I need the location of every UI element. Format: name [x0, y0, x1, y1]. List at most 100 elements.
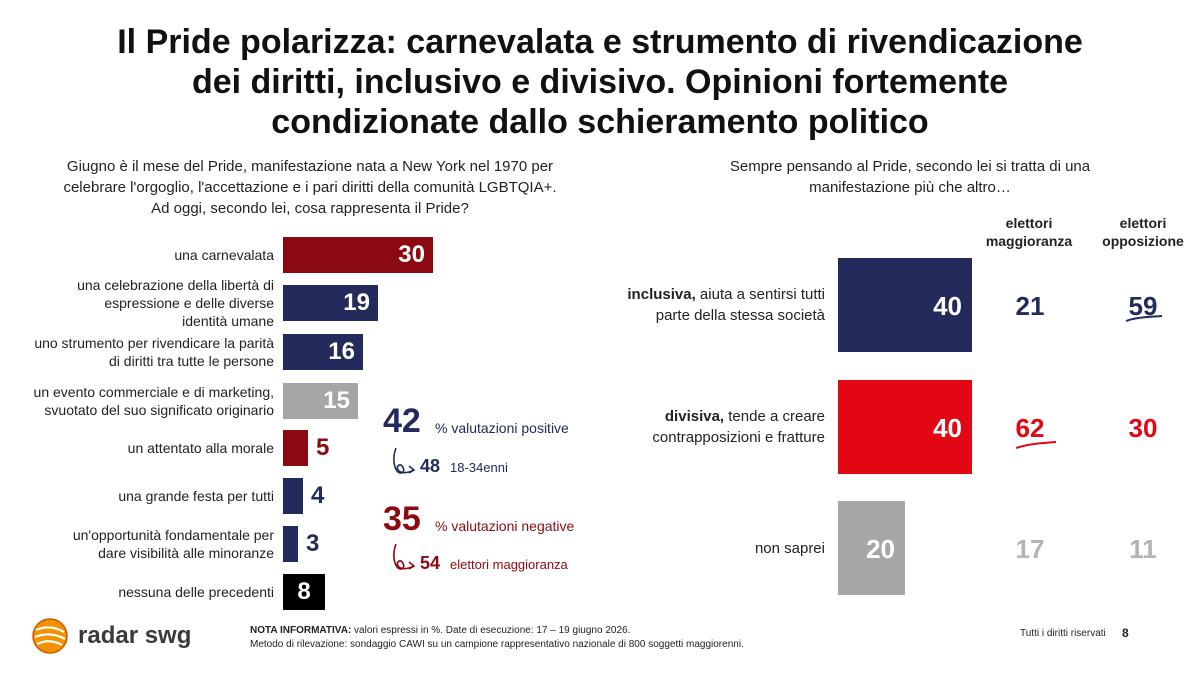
negative-sub-callout: 54 elettori maggioranza	[420, 553, 610, 575]
category-label-line: identità umane	[182, 313, 274, 329]
bar	[283, 430, 308, 466]
right-label-line: parte della stessa società	[655, 307, 825, 324]
bar-value-label: 15	[323, 387, 350, 414]
right-question: Sempre pensando al Pride, secondo lei si…	[680, 156, 1140, 198]
negative-sub-label: elettori maggioranza	[450, 557, 568, 572]
column-header-opposition: elettori opposizione	[1088, 214, 1198, 250]
right-bar: 40	[838, 380, 972, 474]
category-label: un evento commerciale e di marketing, svu…	[20, 383, 274, 419]
bar-value-label: 16	[328, 338, 355, 365]
question-line: Sempre pensando al Pride, secondo lei si…	[729, 158, 1091, 175]
radar-logo-icon	[32, 618, 68, 654]
negative-sub-value: 54	[420, 553, 441, 573]
bar-value-label: 19	[343, 289, 370, 316]
category-label: un attentato alla morale	[20, 439, 274, 457]
bar	[283, 526, 298, 562]
category-label-line: nessuna delle precedenti	[118, 584, 274, 600]
majority-value: 62	[1015, 413, 1045, 443]
title-line: Il Pride polarizza: carnevalata e strume…	[117, 23, 1083, 61]
bar	[283, 478, 303, 514]
page-title: Il Pride polarizza: carnevalata e strume…	[0, 22, 1200, 142]
positive-label: % valutazioni positive	[435, 420, 569, 436]
question-line: Giugno è il mese del Pride, manifestazio…	[66, 158, 554, 175]
negative-label: % valutazioni negative	[435, 518, 575, 534]
category-label-line: di diritti tra tutte le persone	[109, 353, 274, 369]
question-line: Ad oggi, secondo lei, cosa rappresenta i…	[151, 200, 469, 217]
bar	[283, 285, 378, 321]
left-question: Giugno è il mese del Pride, manifestazio…	[20, 156, 600, 219]
column-header-majority: elettori maggioranza	[974, 214, 1084, 250]
right-category-label: non saprei	[590, 538, 825, 559]
right-category-label: inclusiva, aiuta a sentirsi tutti parte d…	[590, 284, 825, 326]
category-label-line: un evento commerciale e di marketing,	[33, 384, 274, 400]
footer-note: NOTA INFORMATIVA: valori espressi in %. …	[250, 624, 744, 652]
question-line: celebrare l'orgoglio, l'accettazione e i…	[63, 179, 557, 196]
question-line: manifestazione più che altro…	[809, 179, 1011, 196]
bar	[283, 237, 433, 273]
category-label: una celebrazione della libertà di espress…	[20, 276, 274, 330]
category-label-line: una grande festa per tutti	[118, 488, 274, 504]
category-label-line: una celebrazione della libertà di	[77, 277, 274, 293]
title-line: dei diritti, inclusivo e divisivo. Opini…	[191, 63, 1009, 101]
header-line: opposizione	[1102, 233, 1184, 249]
opposition-value: 11	[1129, 534, 1157, 564]
right-label-bold: divisiva,	[664, 408, 725, 425]
logo-text: radar swg	[78, 622, 192, 649]
underline-mark	[1125, 315, 1163, 322]
arrow-icon	[393, 543, 416, 570]
right-bar-value: 20	[866, 534, 895, 564]
bar	[283, 574, 325, 610]
bar-value-label: 5	[316, 434, 330, 461]
right-label-rest: tende a creare	[724, 408, 825, 425]
category-label: un'opportunità fondamentale per dare visi…	[20, 526, 274, 562]
underline-mark	[1015, 441, 1057, 449]
category-label: uno strumento per rivendicare la parità d…	[20, 334, 274, 370]
category-label-line: dare visibilità alle minoranze	[98, 545, 274, 561]
right-bar-value: 40	[933, 291, 962, 321]
category-label-line: un'opportunità fondamentale per	[72, 527, 274, 543]
positive-value: 42	[383, 402, 421, 440]
positive-sub-value: 48	[420, 456, 441, 476]
negative-value: 35	[383, 500, 421, 538]
arrow-icon	[393, 447, 416, 474]
category-label-line: svuotato del suo significato originario	[44, 402, 274, 418]
category-label-line: uno strumento per rivendicare la parità	[34, 335, 274, 351]
title-line: condizionate dallo schieramento politico	[271, 103, 929, 141]
header-line: maggioranza	[985, 233, 1073, 249]
right-label-rest: non saprei	[754, 539, 825, 557]
logo: radar swg	[30, 616, 230, 656]
category-label: una grande festa per tutti	[20, 487, 274, 505]
right-bar: 40	[838, 258, 972, 352]
bar-value-label: 4	[311, 482, 325, 509]
category-label-line: espressione e delle diverse	[104, 295, 274, 311]
right-category-label: divisiva, tende a creare contrapposizioni…	[590, 406, 825, 448]
positive-callout: 42 % valutazioni positive	[383, 402, 613, 440]
negative-callout: 35 % valutazioni negative	[383, 500, 613, 538]
right-bar: 20	[838, 501, 905, 595]
bar-value-label: 3	[306, 530, 320, 557]
bar-value-label: 8	[297, 578, 311, 605]
note-label: NOTA INFORMATIVA:	[250, 625, 352, 636]
header-line: elettori	[1119, 215, 1167, 231]
category-label: una carnevalata	[20, 246, 274, 264]
bar	[283, 383, 358, 419]
positive-sub-label: 18-34enni	[450, 460, 508, 475]
majority-value: 17	[1015, 534, 1045, 564]
right-label-rest: aiuta a sentirsi tutti	[695, 286, 825, 303]
right-bar-value: 40	[933, 413, 962, 443]
category-label-line: un attentato alla morale	[127, 440, 274, 456]
category-label-line: una carnevalata	[174, 247, 274, 263]
category-label: nessuna delle precedenti	[20, 583, 274, 601]
right-label-line: non saprei	[590, 538, 825, 559]
majority-value: 21	[1015, 291, 1045, 321]
note-text: valori espressi in %. Date di esecuzione…	[351, 625, 631, 636]
bar	[283, 334, 363, 370]
right-label-bold: inclusiva,	[627, 286, 696, 303]
opposition-value: 30	[1128, 413, 1158, 443]
header-line: elettori	[1005, 215, 1053, 231]
rights-text: Tutti i diritti riservati	[1020, 628, 1106, 639]
right-label-line: divisiva, tende a creare	[590, 406, 825, 427]
bar-value-label: 30	[398, 241, 425, 268]
method-text: Metodo di rilevazione: sondaggio CAWI su…	[250, 639, 744, 650]
right-label-line: contrapposizioni e fratture	[652, 429, 825, 446]
